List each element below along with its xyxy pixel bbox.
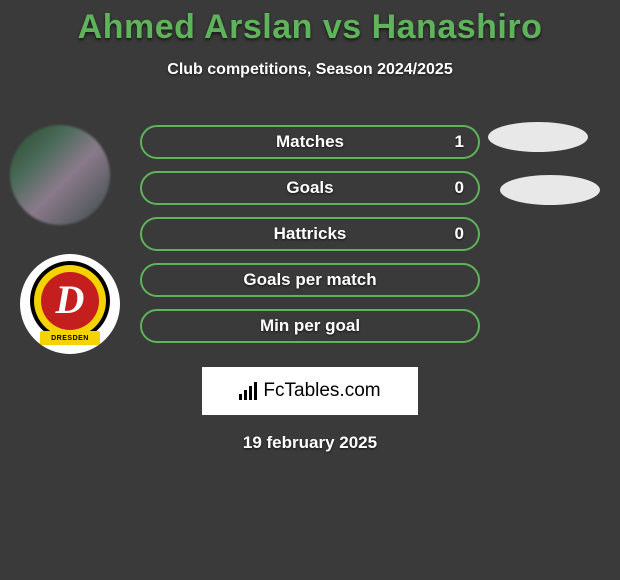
stat-label: Hattricks xyxy=(274,224,347,244)
stat-row: Hattricks 0 xyxy=(0,211,620,257)
stat-row: Min per goal xyxy=(0,303,620,349)
stat-pill: Min per goal xyxy=(140,309,480,343)
stat-pill: Goals per match xyxy=(140,263,480,297)
stat-label: Min per goal xyxy=(260,316,360,336)
stat-pill: Matches 1 xyxy=(140,125,480,159)
decor-ellipse xyxy=(500,175,600,205)
stat-value: 0 xyxy=(455,224,464,244)
stat-pill: Goals 0 xyxy=(140,171,480,205)
stats-container: Matches 1 Goals 0 Hattricks 0 Goals per match M… xyxy=(0,119,620,349)
brand-text: FcTables.com xyxy=(263,380,380,402)
stat-pill: Hattricks 0 xyxy=(140,217,480,251)
stat-row: Goals per match xyxy=(0,257,620,303)
stat-label: Matches xyxy=(276,132,344,152)
stat-value: 1 xyxy=(455,132,464,152)
subtitle: Club competitions, Season 2024/2025 xyxy=(0,61,620,79)
page-title: Ahmed Arslan vs Hanashiro xyxy=(0,0,620,47)
brand-box[interactable]: FcTables.com xyxy=(202,367,418,415)
chart-icon xyxy=(239,382,257,400)
decor-ellipse xyxy=(488,122,588,152)
date-text: 19 february 2025 xyxy=(0,433,620,453)
stat-label: Goals xyxy=(286,178,333,198)
stat-label: Goals per match xyxy=(243,270,376,290)
stat-value: 0 xyxy=(455,178,464,198)
